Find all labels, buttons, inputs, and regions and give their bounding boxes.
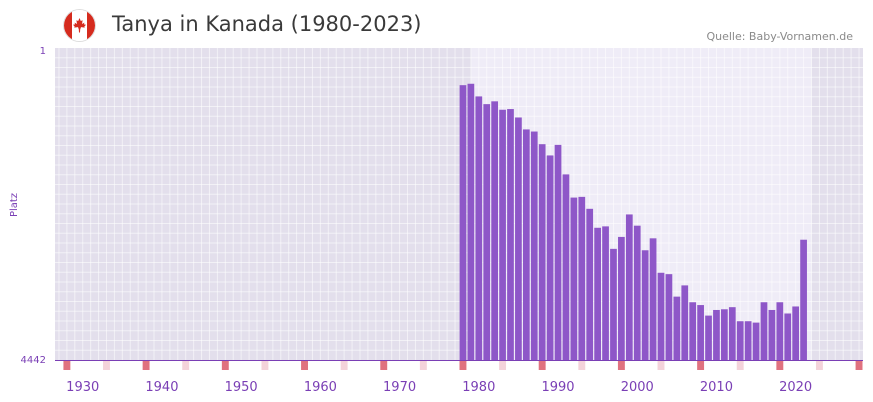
year-marker-2013 [736, 361, 744, 370]
bar-1997 [610, 248, 617, 360]
bar-1980 [475, 96, 483, 361]
bar-1993 [578, 196, 586, 360]
bar-1994 [586, 208, 594, 360]
canada-flag-icon [64, 10, 95, 41]
year-marker-2003 [657, 361, 665, 370]
year-marker-1973 [419, 361, 427, 370]
bar-1995 [594, 227, 601, 360]
year-marker-1968 [380, 361, 388, 370]
x-tick-2010: 2010 [700, 380, 733, 395]
bar-2015 [752, 322, 760, 360]
source-credit: Quelle: Baby-Vornamen.de [706, 30, 853, 43]
bar-2003 [657, 272, 665, 360]
bar-2018 [776, 302, 784, 360]
year-marker-1958 [301, 361, 308, 370]
year-marker-2023 [815, 361, 823, 370]
bar-2012 [728, 307, 736, 360]
x-tick-1960: 1960 [304, 380, 337, 395]
bar-1984 [507, 109, 514, 360]
x-tick-1970: 1970 [383, 380, 416, 395]
year-marker-1948 [221, 361, 229, 370]
bar-2004 [665, 274, 673, 360]
bar-1991 [562, 174, 570, 360]
bar-2010 [713, 309, 720, 360]
bar-1988 [538, 144, 546, 360]
year-marker-2028 [855, 361, 863, 370]
x-tick-2020: 2020 [779, 380, 812, 395]
y-tick-bottom: 4442 [21, 355, 46, 366]
year-marker-1938 [142, 361, 150, 370]
page-title: Tanya in Kanada (1980-2023) [112, 12, 422, 36]
bar-2014 [744, 321, 752, 360]
year-marker-1988 [538, 361, 546, 370]
x-tick-2000: 2000 [621, 380, 654, 395]
bar-1983 [499, 109, 506, 360]
year-marker-1943 [182, 361, 190, 370]
y-axis-label: Platz [9, 193, 20, 217]
bar-2008 [697, 305, 704, 360]
bar-2011 [721, 309, 728, 360]
x-tick-1950: 1950 [225, 380, 258, 395]
bar-2017 [768, 309, 776, 360]
bar-2019 [784, 313, 792, 360]
bar-1985 [515, 117, 522, 360]
bar-2002 [649, 238, 657, 360]
bar-1982 [491, 101, 499, 361]
year-marker-1998 [617, 361, 625, 370]
bar-2006 [681, 285, 689, 360]
bar-2005 [673, 296, 681, 360]
bar-1999 [625, 214, 633, 360]
bar-1989 [546, 155, 554, 360]
y-tick-top: 1 [40, 46, 46, 57]
bar-2009 [705, 315, 712, 360]
bar-1979 [467, 83, 475, 360]
year-marker-1983 [499, 361, 507, 370]
year-marker-1933 [103, 361, 110, 370]
x-tick-1980: 1980 [462, 380, 495, 395]
bar-1987 [530, 131, 538, 360]
bar-2013 [736, 321, 744, 360]
bar-2021 [800, 239, 807, 360]
year-marker-1993 [578, 361, 586, 370]
bar-1998 [618, 236, 625, 360]
bar-2007 [689, 302, 697, 360]
bar-2016 [760, 302, 768, 360]
year-marker-1928 [63, 361, 71, 370]
year-marker-2008 [697, 361, 705, 370]
bar-2001 [641, 250, 649, 360]
bar-1986 [522, 129, 530, 360]
year-marker-1963 [340, 361, 348, 370]
bar-1978 [459, 85, 467, 360]
x-tick-1930: 1930 [66, 380, 99, 395]
x-tick-1940: 1940 [145, 380, 178, 395]
year-marker-1978 [459, 361, 467, 370]
bar-1981 [483, 104, 491, 360]
bar-1992 [570, 197, 578, 360]
bar-2000 [633, 225, 641, 360]
year-marker-2018 [776, 361, 784, 370]
bar-1996 [602, 226, 609, 360]
bar-1990 [554, 144, 562, 360]
x-tick-1990: 1990 [541, 380, 574, 395]
year-marker-1953 [261, 361, 269, 370]
bar-2020 [792, 306, 800, 360]
